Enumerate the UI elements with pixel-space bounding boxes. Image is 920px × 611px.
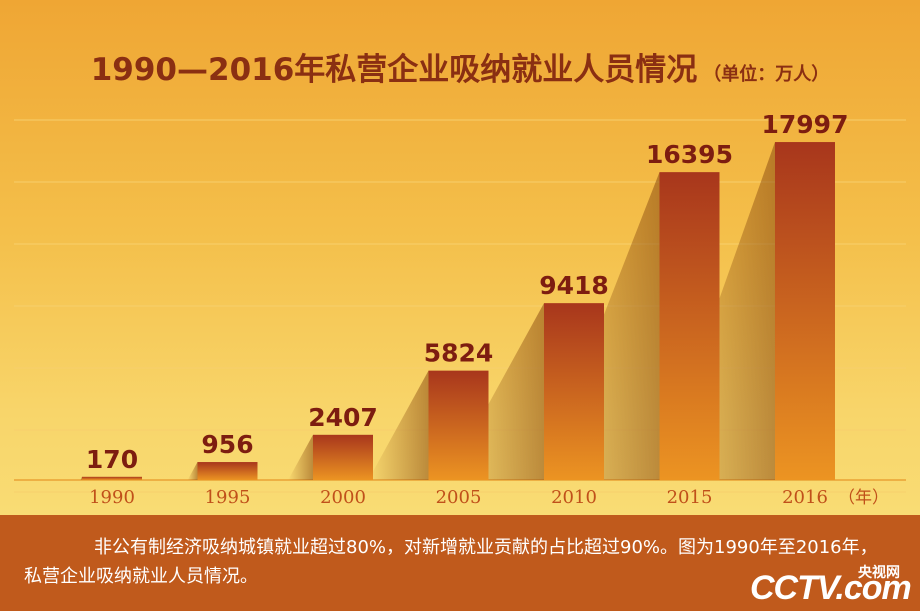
unit-label: （单位：万人） — [703, 64, 830, 85]
bar-shadow — [446, 303, 544, 480]
data-label: 16395 — [646, 140, 733, 169]
caption-bar: 非公有制经济吸纳城镇就业超过80%，对新增就业贡献的占比超过90%。图为1990… — [0, 515, 920, 611]
data-label: 170 — [86, 445, 138, 474]
x-tick-label: 2010 — [551, 487, 597, 508]
chart-title: 1990—2016年私营企业吸纳就业人员情况 （单位：万人） — [0, 44, 920, 89]
data-label: 5824 — [424, 339, 494, 368]
bar-shadow — [187, 462, 198, 480]
x-tick-label: 2005 — [436, 487, 482, 508]
x-axis-labels: 1990 1995 2000 2005 2010 2015 2016 — [89, 487, 828, 508]
bar-chart: 170 956 2407 5824 9418 16395 17997 1990 1995 200… — [14, 110, 906, 508]
bar-shadow — [539, 172, 660, 480]
data-label: 956 — [201, 430, 253, 459]
bar-shadow — [368, 370, 429, 480]
data-label: 2407 — [308, 403, 378, 432]
bar-2000 — [313, 434, 373, 480]
x-tick-label: 1995 — [205, 487, 251, 508]
caption-text: 非公有制经济吸纳城镇就业超过80%，对新增就业贡献的占比超过90%。图为1990… — [24, 537, 878, 587]
bar-1995 — [197, 462, 258, 480]
data-label: 17997 — [762, 110, 849, 139]
x-tick-label: 2016 — [782, 487, 828, 508]
x-tick-label: 1990 — [89, 487, 135, 508]
bar-2016 — [775, 142, 835, 480]
x-axis-unit: （年） — [838, 488, 889, 508]
bar-1990 — [82, 476, 142, 480]
value-labels: 170 956 2407 5824 9418 16395 17997 — [86, 110, 849, 474]
bar-shadow — [80, 476, 82, 480]
cctv-logo: CCTV.com 央视网 — [750, 562, 912, 608]
bar-2015 — [659, 172, 720, 480]
x-tick-label: 2000 — [320, 487, 366, 508]
bar-shadow — [288, 434, 313, 480]
bar-2005 — [428, 370, 489, 480]
bars — [82, 142, 835, 480]
logo-text: CCTV.com — [750, 569, 912, 607]
logo-cn: 央视网 — [858, 565, 900, 581]
x-tick-label: 2015 — [667, 487, 713, 508]
bar-2010 — [544, 303, 604, 480]
data-label: 9418 — [539, 271, 609, 300]
chart-title-text: 1990—2016年私营企业吸纳就业人员情况 — [90, 52, 698, 88]
